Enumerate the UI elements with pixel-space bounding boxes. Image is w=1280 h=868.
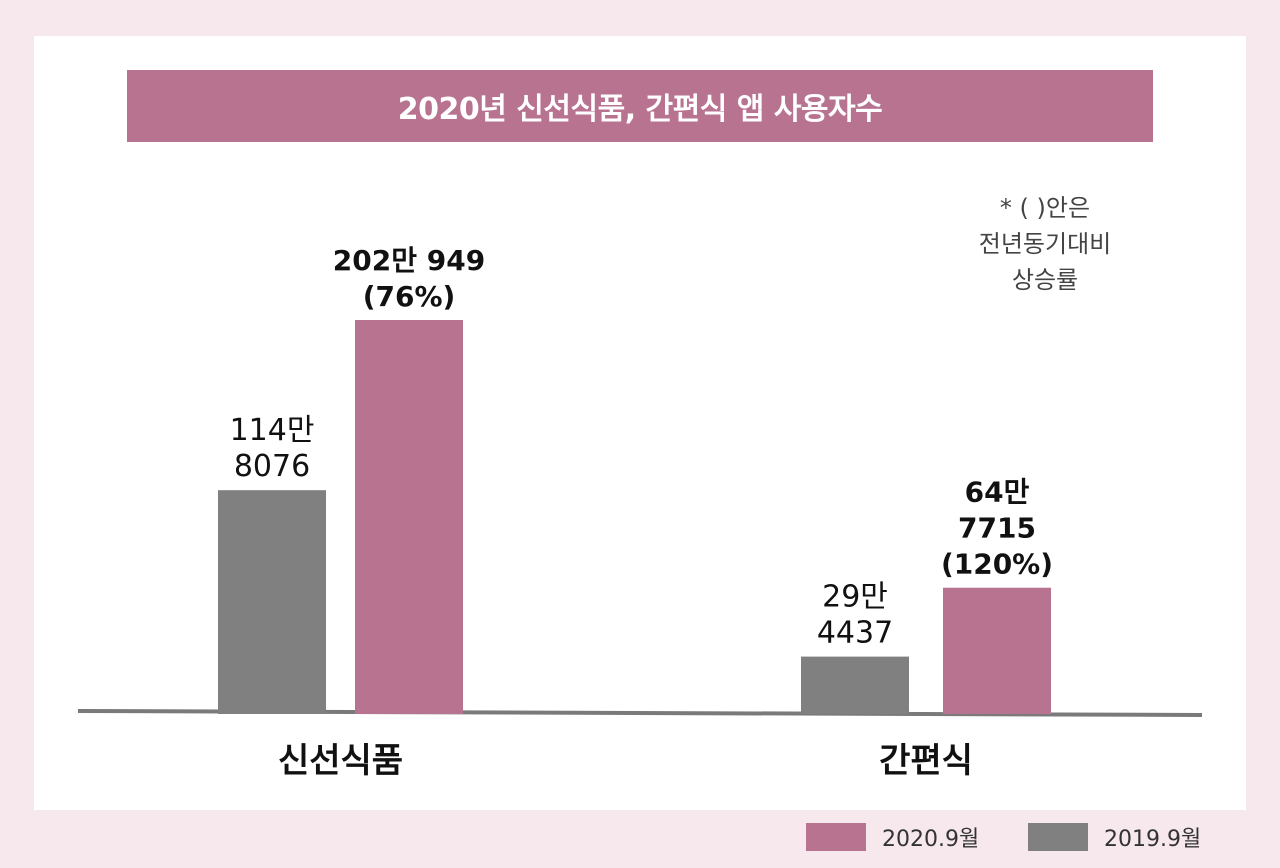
category-label: 신선식품 <box>278 741 403 781</box>
data-label: 7715 <box>958 512 1036 545</box>
data-label: 114만 <box>230 413 315 448</box>
title-banner: 2020년 신선식품, 간편식 앱 사용자수 <box>127 70 1153 142</box>
category-label: 간편식 <box>879 741 973 781</box>
bar <box>943 587 1051 714</box>
legend-item-2020: 2020.9월 <box>806 822 979 852</box>
chart-title: 2020년 신선식품, 간편식 앱 사용자수 <box>397 92 883 127</box>
legend-swatch-2019 <box>1028 823 1088 851</box>
legend-label-2020: 2020.9월 <box>882 827 980 852</box>
data-label: 202만 949 <box>333 244 485 277</box>
data-label: (120%) <box>941 548 1053 581</box>
data-label: 29만 <box>822 580 888 615</box>
data-label: 4437 <box>817 616 893 651</box>
bar <box>218 490 326 714</box>
bar <box>355 320 463 714</box>
note-text: * ( )안은 전년동기대비 상승률 <box>960 190 1130 298</box>
data-label: (76%) <box>363 280 456 313</box>
bar <box>801 656 909 714</box>
note-line: * ( )안은 <box>999 194 1091 222</box>
legend-swatch-2020 <box>806 823 866 851</box>
legend-item-2019: 2019.9월 <box>1028 822 1201 852</box>
data-label: 64만 <box>965 476 1030 509</box>
note-line: 전년동기대비 <box>978 230 1112 258</box>
data-label: 8076 <box>234 449 310 484</box>
legend-label-2019: 2019.9월 <box>1104 827 1202 852</box>
legend: 2020.9월 2019.9월 <box>0 822 1280 852</box>
note-line: 상승률 <box>1011 266 1079 294</box>
